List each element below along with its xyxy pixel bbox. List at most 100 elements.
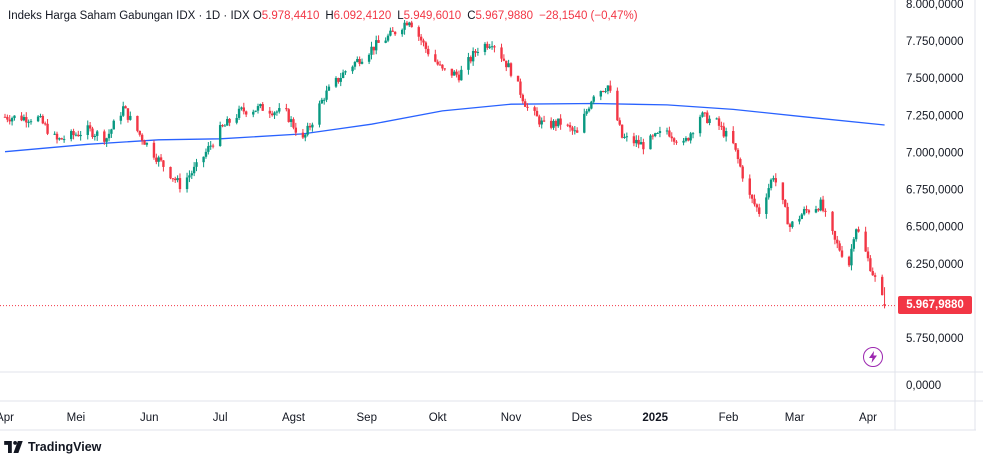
- time-axis[interactable]: Apr Mei Jun Jul Agst Sep Okt Nov Des 2025 Feb Mar Ap…: [0, 412, 877, 424]
- candle: [606, 85, 610, 95]
- candle: [62, 135, 66, 143]
- time-tick-label: Feb: [719, 412, 739, 424]
- time-tick-label: Jul: [213, 412, 228, 424]
- candle: [455, 69, 458, 78]
- low-value: 5.949,6010: [403, 10, 462, 22]
- candle: [427, 45, 430, 57]
- candle-body: [386, 35, 390, 41]
- candle-body: [112, 120, 115, 130]
- candle-body: [207, 146, 210, 152]
- candle: [254, 110, 257, 113]
- candle-body: [105, 138, 108, 142]
- price-tick-label: 6.250,0000: [906, 259, 964, 271]
- candle: [105, 137, 108, 147]
- candle-body: [720, 125, 723, 127]
- candle: [190, 170, 193, 180]
- candle-body: [405, 22, 409, 26]
- candle: [488, 43, 491, 50]
- candle-body: [6, 116, 9, 120]
- candle: [720, 121, 723, 130]
- candle-body: [755, 204, 759, 208]
- candle-body: [871, 271, 874, 276]
- candle: [88, 121, 92, 132]
- candle: [287, 108, 290, 123]
- candle: [235, 114, 238, 125]
- candle-body: [687, 138, 690, 141]
- candle-body: [375, 40, 378, 51]
- candle-body: [800, 214, 803, 219]
- candle-body: [237, 108, 241, 118]
- time-tick-label: Jun: [140, 412, 159, 424]
- candle: [337, 77, 340, 84]
- tradingview-logo[interactable]: TradingView: [4, 440, 101, 454]
- candle: [639, 136, 643, 145]
- candle: [25, 112, 28, 128]
- candle-body: [840, 250, 844, 257]
- candle: [599, 90, 603, 101]
- candle: [758, 203, 761, 217]
- candle: [176, 175, 179, 183]
- candle: [367, 53, 371, 65]
- candle-body: [620, 124, 624, 138]
- candle-body: [60, 138, 63, 140]
- symbol-title[interactable]: Indeks Harga Saham Gabungan IDX · 1D · I…: [8, 10, 250, 22]
- candle: [767, 183, 770, 200]
- candle-body: [708, 118, 711, 123]
- candle: [620, 124, 624, 139]
- candle: [781, 182, 785, 205]
- candle: [29, 119, 33, 125]
- candle: [486, 41, 489, 50]
- candle: [86, 120, 89, 140]
- candle-body: [542, 120, 546, 122]
- candle: [687, 137, 690, 142]
- candle: [836, 235, 839, 249]
- candle: [866, 247, 870, 262]
- candle: [403, 20, 406, 35]
- candle-body: [675, 141, 678, 143]
- candle: [542, 115, 546, 123]
- candle: [53, 131, 56, 136]
- candle: [256, 103, 260, 114]
- candle-body: [526, 106, 529, 108]
- candle-body: [559, 118, 562, 125]
- candle: [422, 38, 425, 47]
- candle: [684, 136, 688, 143]
- candle-body: [701, 112, 704, 117]
- candle-body: [601, 91, 605, 93]
- price-tick-label: 7.250,0000: [906, 110, 964, 122]
- candle-body: [847, 256, 851, 266]
- candle-body: [377, 40, 380, 43]
- open-label: O: [252, 10, 262, 22]
- candle: [126, 108, 130, 123]
- candle-body: [93, 135, 97, 137]
- candle: [259, 103, 262, 109]
- candle-body: [341, 72, 345, 78]
- candle: [483, 42, 487, 56]
- time-tick-label: Apr: [0, 412, 14, 424]
- candle-body: [13, 115, 16, 119]
- candle-body: [573, 130, 577, 132]
- candle: [79, 130, 82, 141]
- candle: [568, 122, 572, 132]
- candle: [637, 135, 640, 149]
- candle-body: [192, 166, 196, 174]
- candle: [318, 100, 321, 128]
- candle: [682, 137, 685, 146]
- candle: [169, 166, 172, 180]
- price-axis[interactable]: 8.000,0000 7.750,0000 7.500,0000 7.250,0000…: [906, 0, 964, 392]
- candle-body: [110, 129, 113, 134]
- flash-icon[interactable]: [863, 347, 883, 367]
- candle: [221, 124, 224, 128]
- candle-body: [256, 106, 260, 111]
- candle: [417, 25, 420, 41]
- candle: [60, 137, 63, 140]
- candle: [798, 215, 801, 225]
- candle-body: [3, 116, 7, 118]
- candle-body: [873, 275, 877, 277]
- candle-body: [391, 30, 394, 32]
- candle-body: [791, 221, 794, 227]
- candle-body: [668, 130, 671, 137]
- candle: [6, 114, 9, 123]
- candle-body: [202, 156, 205, 163]
